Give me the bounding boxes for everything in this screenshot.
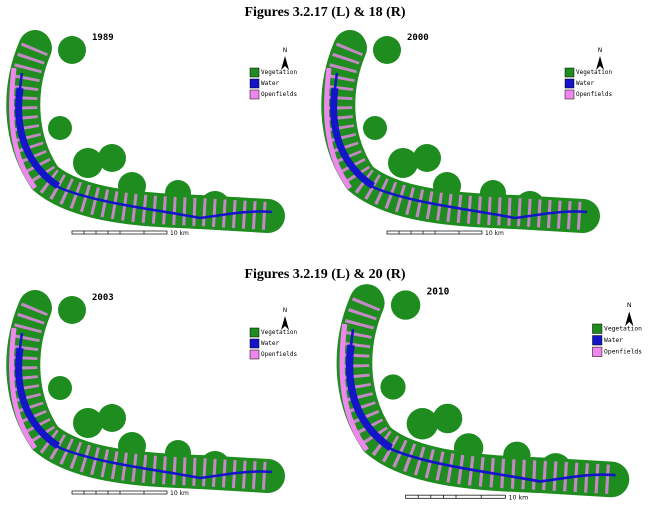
- land-lobe: [390, 290, 421, 320]
- land-lobe: [118, 432, 146, 460]
- map-panel: 2000 N Vegetation Water Openfields 10 km: [321, 30, 613, 237]
- river: [349, 329, 616, 483]
- open-fields: [339, 323, 369, 452]
- land-lobe: [229, 199, 251, 221]
- scale-bar: [405, 494, 506, 499]
- land-lobe: [248, 460, 276, 488]
- land-lobe: [48, 116, 72, 140]
- land-lobe: [98, 404, 126, 432]
- river: [18, 332, 273, 480]
- land-lobe: [165, 180, 191, 206]
- land-lobe: [388, 148, 418, 178]
- land-lobe: [563, 200, 591, 228]
- legend-swatch: [249, 327, 260, 338]
- land-lobe: [480, 180, 506, 206]
- open-fields: [9, 67, 37, 190]
- land-lobe: [118, 172, 146, 200]
- legend-swatch: [564, 67, 575, 78]
- scale-ticks: [83, 491, 145, 494]
- land-lobe: [432, 403, 463, 434]
- map-year: 2000: [407, 33, 429, 43]
- legend-label: Vegetation: [261, 69, 298, 76]
- legend-label: Openfields: [261, 351, 298, 358]
- north-label: N: [598, 47, 603, 54]
- legend-swatch: [249, 89, 260, 100]
- north-label: N: [283, 47, 288, 54]
- map-panel: 2003 N Vegetation Water Openfields 10 km: [6, 290, 298, 497]
- land-lobe: [363, 116, 387, 140]
- scale-label: 10 km: [170, 230, 189, 237]
- map-year: 2010: [427, 287, 450, 298]
- figure-caption: Figures 3.2.19 (L) & 20 (R): [244, 267, 405, 282]
- legend-label: Water: [576, 80, 594, 87]
- land-lobe: [380, 374, 406, 400]
- land-lobe: [165, 440, 191, 466]
- map-year: 2003: [92, 293, 114, 303]
- open-fields: [9, 327, 37, 450]
- scale-label: 10 km: [170, 490, 189, 497]
- scale-ticks: [83, 231, 145, 234]
- legend-label: Vegetation: [604, 325, 642, 332]
- land-lobe: [229, 459, 251, 481]
- map-panel: 1989 N Vegetation Water Openfields 10 km: [6, 30, 298, 237]
- north-arrow: [596, 56, 604, 70]
- figure-caption: Figures 3.2.17 (L) & 18 (R): [244, 5, 405, 20]
- north-label: N: [627, 302, 632, 309]
- land-lobe: [73, 408, 103, 438]
- legend-swatch: [564, 89, 575, 100]
- legend-label: Openfields: [261, 91, 298, 98]
- river: [333, 72, 588, 220]
- land-lobe: [48, 376, 72, 400]
- legend-label: Water: [261, 340, 279, 347]
- open-fields: [324, 67, 352, 190]
- land-lobe: [58, 36, 86, 64]
- legend-swatch: [592, 323, 603, 334]
- scale-label: 10 km: [485, 230, 504, 237]
- land-lobe: [406, 408, 439, 440]
- land-lobe: [544, 199, 566, 221]
- legend-swatch: [249, 349, 260, 360]
- land-lobe: [590, 462, 620, 492]
- river: [18, 72, 273, 220]
- legend-swatch: [564, 78, 575, 89]
- legend-swatch: [592, 335, 603, 346]
- north-arrow: [281, 56, 289, 70]
- legend-swatch: [592, 346, 603, 357]
- legend-swatch: [249, 67, 260, 78]
- land-lobe: [373, 36, 401, 64]
- map-year: 1989: [92, 33, 114, 43]
- scale-bar: [386, 230, 483, 235]
- map-panel: 2010 N Vegetation Water Openfields 10 km: [336, 284, 642, 501]
- legend-swatch: [249, 338, 260, 349]
- north-arrow: [281, 316, 289, 330]
- north-label: N: [283, 307, 288, 314]
- legend-label: Vegetation: [261, 329, 298, 336]
- land-lobe: [248, 200, 276, 228]
- land-lobe: [73, 148, 103, 178]
- legend-label: Water: [604, 337, 623, 344]
- legend-label: Water: [261, 80, 279, 87]
- land-lobe: [413, 144, 441, 172]
- scale-bar: [71, 490, 168, 495]
- legend-label: Openfields: [604, 348, 642, 355]
- land-lobe: [503, 441, 531, 469]
- legend-label: Openfields: [576, 91, 613, 98]
- scale-ticks: [417, 495, 482, 499]
- north-arrow: [625, 311, 634, 327]
- land-lobe: [433, 172, 461, 200]
- legend-label: Vegetation: [576, 69, 613, 76]
- land-lobe: [453, 433, 484, 463]
- land-lobe: [58, 296, 86, 324]
- land-lobe: [98, 144, 126, 172]
- land-lobe: [570, 461, 594, 485]
- scale-bar: [71, 230, 168, 235]
- scale-ticks: [398, 231, 460, 234]
- scale-label: 10 km: [509, 494, 529, 501]
- legend-swatch: [249, 78, 260, 89]
